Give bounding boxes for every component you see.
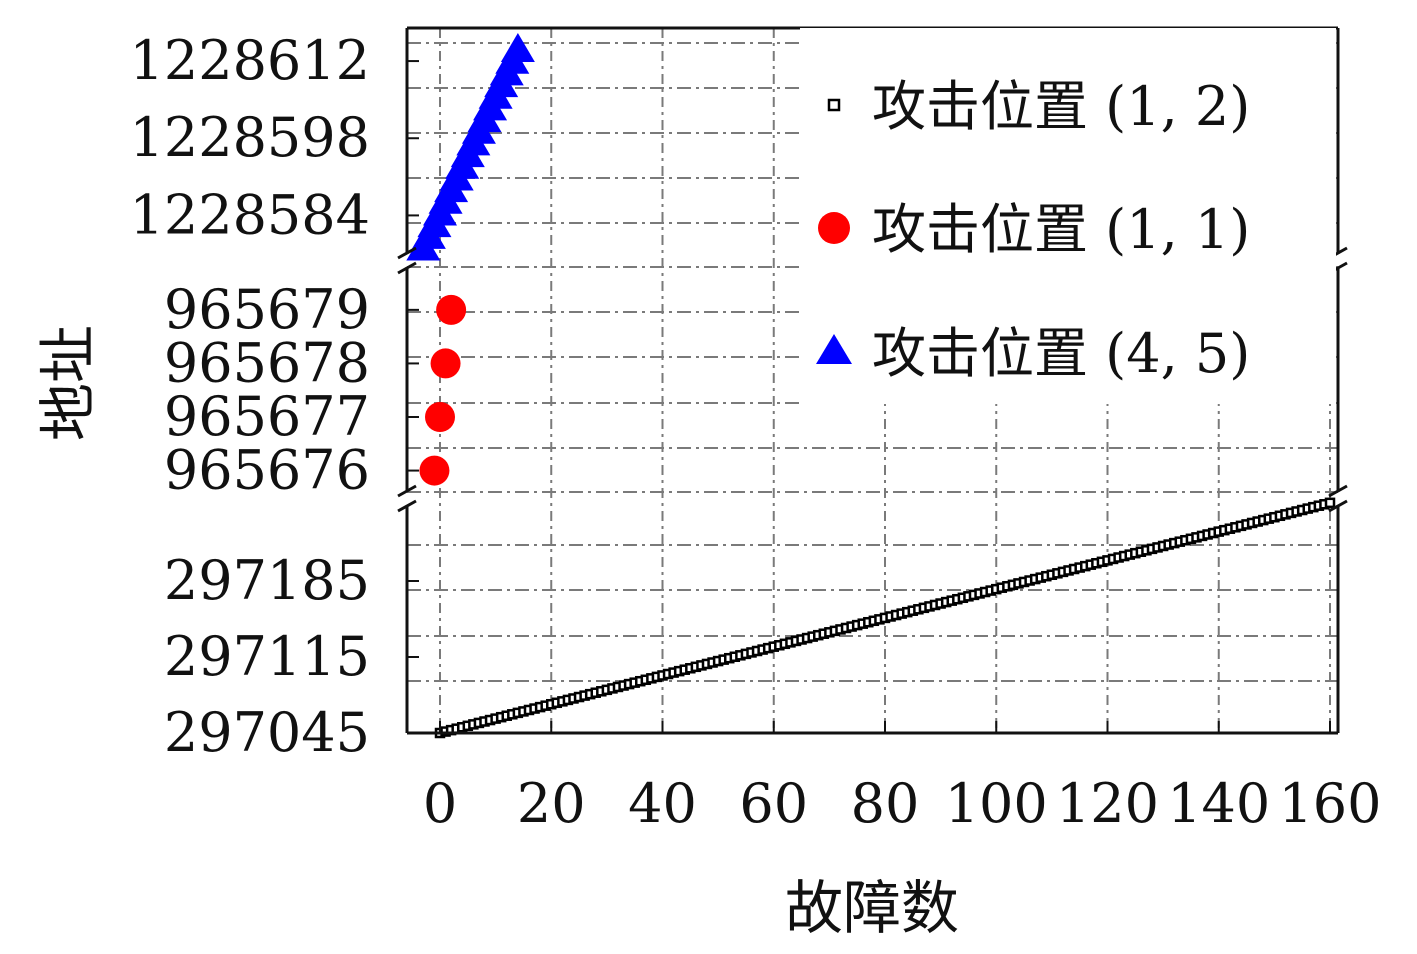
x-tick-label: 120 [1056,772,1159,835]
legend-marker-triangle [816,334,852,364]
x-tick-label: 40 [628,772,697,835]
legend-marker-circle [818,212,850,244]
series-1-2-point [1324,497,1336,509]
y-tick-label: 297115 [164,625,370,688]
x-axis-title: 故障数 [785,874,959,942]
x-tick-label: 160 [1278,772,1381,835]
y-tick-label: 1228612 [130,29,371,92]
x-tick-label: 20 [517,772,586,835]
axis-break-mark [397,246,417,260]
series-circle [419,294,467,486]
y-tick-label: 297045 [164,701,370,764]
series-1-1-point [430,348,461,379]
x-tick-label: 60 [739,772,808,835]
x-tick-label: 100 [945,772,1048,835]
y-tick-label: 965679 [164,278,370,341]
series-triangle [406,33,535,261]
y-tick-label: 297185 [164,549,370,612]
legend-label: 攻击位置 (4, 5) [872,322,1250,385]
legend-label: 攻击位置 (1, 2) [872,75,1250,138]
y-tick-label: 965676 [164,439,370,502]
axis-break-mark [1328,499,1348,513]
axis-break-mark [397,499,417,513]
y-axis-title: 地址 [34,325,102,441]
x-tick-label: 0 [423,772,457,835]
x-tick-label: 80 [851,772,920,835]
series-1-1-point [425,402,455,432]
legend-marker-square [827,98,841,112]
y-tick-label: 965678 [164,331,370,394]
legend-box [800,28,1336,404]
y-tick-label: 965677 [164,385,370,448]
series-1-1-point [436,294,467,325]
series-1-1-point [419,455,450,486]
series-4-5-point [500,33,535,63]
tick-labels: 297045 297115 297185 9656769656779656789656… [130,29,1382,835]
axis-break-mark [397,261,417,275]
y-tick-label: 1228584 [130,183,371,246]
y-tick-label: 1228598 [130,106,371,169]
legend-label: 攻击位置 (1, 1) [872,198,1250,261]
axis-break-mark [1328,484,1348,498]
x-tick-label: 140 [1167,772,1270,835]
axis-break-mark [397,484,417,498]
legend: 攻击位置 (1, 2) 攻击位置 (1, 1) 攻击位置 (4, 5) [800,28,1336,404]
